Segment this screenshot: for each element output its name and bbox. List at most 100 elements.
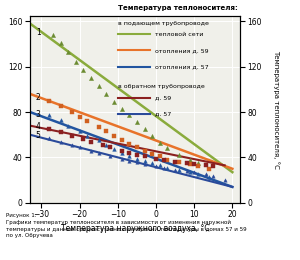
Point (119, 148, 124, 153)
Point (66, 50, 70, 54)
Point (188, 170, 193, 174)
Text: д. 59: д. 59 (155, 95, 172, 100)
Point (66, 124, 70, 128)
Point (150, 161, 154, 165)
Point (173, 168, 178, 172)
Point (127, 142, 132, 146)
Point (81, 137, 86, 141)
Point (184, 161, 189, 165)
Point (142, 154, 147, 158)
Point (150, 152, 154, 156)
Text: 5: 5 (36, 131, 40, 140)
Point (58, 41, 63, 45)
Text: в подающем трубопроводе: в подающем трубопроводе (118, 21, 208, 26)
Point (192, 170, 197, 174)
Point (89, 76, 94, 80)
Y-axis label: Температура теплоносителя, °C: Температура теплоносителя, °C (273, 50, 280, 169)
Point (47, 113, 52, 118)
Point (188, 158, 193, 162)
Text: 3: 3 (36, 110, 40, 119)
Point (58, 139, 63, 144)
Point (134, 160, 139, 164)
Point (127, 151, 132, 155)
Point (203, 172, 208, 177)
Point (176, 153, 181, 157)
Point (142, 162, 147, 166)
Point (104, 129, 109, 133)
Point (173, 160, 178, 164)
Point (176, 168, 181, 172)
Point (85, 119, 90, 123)
Point (134, 157, 139, 161)
Point (112, 147, 116, 152)
Text: 1: 1 (36, 28, 40, 37)
Point (112, 100, 116, 104)
Point (184, 169, 189, 173)
Point (89, 148, 94, 153)
Point (85, 134, 90, 138)
Point (158, 163, 162, 167)
Point (108, 154, 112, 158)
Text: в обратном трубопроводе: в обратном трубопроводе (118, 84, 204, 89)
Text: отопления д. 59: отопления д. 59 (155, 48, 209, 53)
Text: тепловой сети: тепловой сети (155, 32, 204, 37)
Point (58, 118, 63, 122)
Point (127, 113, 132, 118)
Point (127, 154, 132, 158)
Point (211, 173, 216, 178)
Point (142, 127, 147, 131)
Point (142, 159, 147, 163)
Point (165, 158, 170, 162)
Point (150, 134, 154, 138)
Point (47, 99, 52, 103)
Point (96, 151, 101, 155)
Point (47, 127, 52, 131)
Text: д. 57: д. 57 (155, 111, 172, 116)
Point (96, 125, 101, 129)
Point (154, 164, 158, 168)
Point (192, 162, 197, 166)
Point (127, 159, 132, 163)
Point (207, 167, 212, 171)
Point (119, 107, 124, 111)
Point (176, 160, 181, 164)
Point (100, 143, 105, 147)
Point (70, 134, 74, 138)
Point (165, 146, 170, 151)
Text: Температура теплоносителя:: Температура теплоносителя: (118, 5, 237, 11)
Point (142, 148, 147, 153)
Point (207, 175, 212, 179)
Point (154, 157, 158, 161)
Point (196, 161, 200, 165)
Point (50, 33, 55, 37)
Point (211, 164, 216, 168)
Point (158, 141, 162, 145)
Point (165, 166, 170, 170)
Point (161, 166, 166, 170)
Point (89, 139, 94, 144)
Point (119, 157, 124, 161)
Text: отопления д. 57: отопления д. 57 (155, 64, 209, 69)
Point (196, 172, 200, 177)
X-axis label: Температура наружного воздуха, °C: Температура наружного воздуха, °C (61, 224, 209, 233)
Text: Рисунок 1.
Графики температур теплоносителя в зависимости от изменения наружной
: Рисунок 1. Графики температур теплоносит… (6, 213, 247, 238)
Point (222, 178, 227, 182)
Text: 2: 2 (36, 93, 40, 102)
Point (96, 84, 101, 88)
Point (112, 134, 116, 138)
Point (119, 151, 124, 155)
Point (158, 154, 162, 158)
Point (161, 158, 166, 162)
Point (196, 164, 200, 168)
Point (81, 68, 86, 72)
Point (203, 163, 208, 167)
Point (58, 130, 63, 134)
Text: 4: 4 (36, 122, 40, 131)
Point (77, 114, 82, 119)
Point (77, 129, 82, 133)
Point (104, 143, 109, 147)
Point (70, 110, 74, 114)
Point (47, 136, 52, 140)
Point (188, 162, 193, 166)
Point (74, 60, 78, 64)
